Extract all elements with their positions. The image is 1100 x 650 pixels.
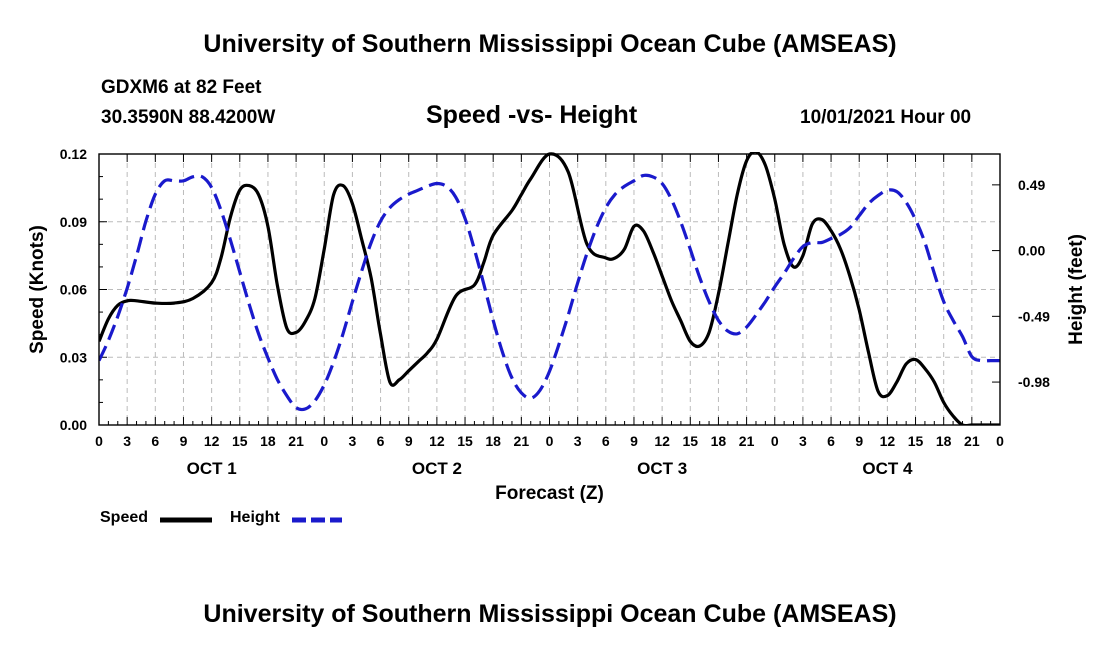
plot-frame: [98, 153, 1001, 426]
x-tick-label: 21: [739, 433, 755, 449]
x-tick-label: 12: [204, 433, 220, 449]
x-tick-label: 0: [95, 433, 103, 449]
x-tick-label: 9: [405, 433, 413, 449]
day-label: OCT 2: [412, 459, 462, 478]
legend-height-label: Height: [230, 509, 280, 526]
x-tick-label: 9: [180, 433, 188, 449]
x-tick-label: 18: [260, 433, 276, 449]
x-tick-label: 9: [855, 433, 863, 449]
y2-tick-label: 0.49: [1018, 177, 1045, 193]
chart-series: [99, 152, 1000, 425]
day-label: OCT 4: [862, 459, 913, 478]
x-tick-label: 18: [711, 433, 727, 449]
x-tick-label: 0: [996, 433, 1004, 449]
x-tick-label: 12: [429, 433, 445, 449]
legend-height-swatch: [292, 517, 342, 523]
x-tick-label: 0: [546, 433, 554, 449]
x-tick-label: 0: [320, 433, 328, 449]
y2-tick-label: 0.00: [1018, 243, 1045, 259]
x-tick-label: 3: [799, 433, 807, 449]
y-tick-label: 0.12: [60, 146, 87, 162]
y-tick-label: 0.03: [60, 349, 87, 365]
day-label: OCT 3: [637, 459, 687, 478]
x-tick-label: 12: [880, 433, 896, 449]
axis-labels: 0 3 6 9 12 15 18 21 0 3 6 9 12 15 18 21 0 3 6 9 12 15 18 21 0 3 6 9…: [27, 146, 1087, 504]
y2-tick-label: -0.49: [1018, 308, 1050, 324]
y-tick-label: 0.09: [60, 214, 87, 230]
x-tick-label: 21: [514, 433, 530, 449]
x-tick-label: 6: [377, 433, 385, 449]
legend-speed-label: Speed: [100, 509, 149, 526]
series-line-speed: [99, 152, 1000, 425]
day-label: OCT 1: [187, 459, 237, 478]
page-title-top: University of Southern Mississippi Ocean…: [203, 30, 897, 58]
x-tick-label: 9: [630, 433, 638, 449]
x-tick-label: 18: [485, 433, 501, 449]
y-tick-label: 0.00: [60, 417, 87, 433]
x-tick-label: 6: [827, 433, 835, 449]
x-tick-label: 6: [151, 433, 159, 449]
y-tick-label: 0.06: [60, 282, 87, 298]
station-name: GDXM6 at 82 Feet: [101, 77, 262, 98]
x-tick-label: 3: [349, 433, 357, 449]
y2-tick-label: -0.98: [1018, 374, 1050, 390]
x-tick-label: 15: [457, 433, 473, 449]
page-title-bottom: University of Southern Mississippi Ocean…: [203, 600, 897, 628]
x-tick-label: 12: [654, 433, 670, 449]
x-tick-label: 15: [908, 433, 924, 449]
x-tick-label: 3: [574, 433, 582, 449]
x-tick-label: 15: [682, 433, 698, 449]
forecast-datetime: 10/01/2021 Hour 00: [800, 107, 972, 128]
legend: Speed: [100, 509, 148, 527]
x-tick-label: 21: [964, 433, 980, 449]
x-tick-label: 15: [232, 433, 248, 449]
series-line-height: [99, 173, 1000, 412]
chart-grid: [99, 154, 1000, 425]
x-axis-title: Forecast (Z): [495, 483, 604, 504]
y-axis-title: Speed (Knots): [27, 225, 48, 354]
x-tick-label: 6: [602, 433, 610, 449]
x-tick-label: 3: [123, 433, 131, 449]
x-tick-label: 18: [936, 433, 952, 449]
chart-title: Speed -vs- Height: [426, 101, 638, 129]
legend-speed-swatch: [160, 517, 212, 523]
station-coordinates: 30.3590N 88.4200W: [101, 107, 276, 128]
x-tick-label: 21: [288, 433, 304, 449]
x-tick-label: 0: [771, 433, 779, 449]
y2-axis-title: Height (feet): [1066, 234, 1087, 345]
